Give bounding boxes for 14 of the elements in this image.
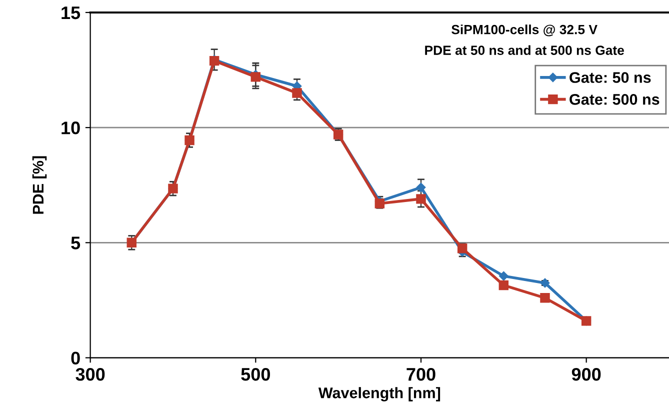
x-axis-title: Wavelength [nm] xyxy=(318,387,440,402)
y-tick-label: 10 xyxy=(62,122,80,134)
y-tick-label: 15 xyxy=(62,6,80,20)
x-tick-label: 900 xyxy=(572,368,601,381)
y-axis-title: PDE [%] xyxy=(32,156,47,214)
annotation: PDE at 50 ns and at 500 ns Gate xyxy=(425,45,624,55)
legend-label: Gate: 500 ns xyxy=(570,94,660,105)
x-tick-label: 500 xyxy=(241,368,270,381)
x-tick-label: 700 xyxy=(406,368,436,381)
annotation: SiPM100-cells @ 32.5 V xyxy=(452,24,598,36)
x-tick-label: 300 xyxy=(76,368,105,381)
legend-label: Gate: 50 ns xyxy=(570,72,651,83)
y-tick-label: 0 xyxy=(71,352,80,364)
y-tick-label: 5 xyxy=(71,236,80,250)
